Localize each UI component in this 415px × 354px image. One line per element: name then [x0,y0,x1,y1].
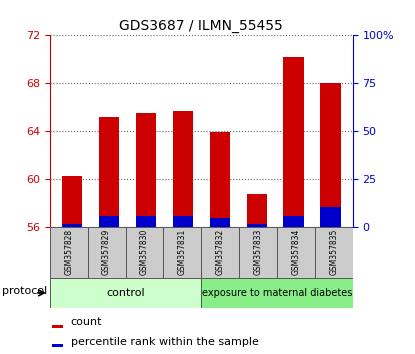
Bar [62,224,82,227]
FancyBboxPatch shape [164,227,201,278]
Text: GSM357834: GSM357834 [291,229,300,275]
Bar [210,132,230,227]
FancyBboxPatch shape [201,278,353,308]
Bar [210,218,230,227]
FancyBboxPatch shape [88,227,126,278]
Bar [99,117,119,227]
Bar [99,216,119,227]
Bar [136,216,156,227]
Text: GSM357829: GSM357829 [102,229,111,275]
Text: GSM357835: GSM357835 [330,229,338,275]
Bar [52,325,63,328]
Text: protocol: protocol [2,286,48,296]
Bar [320,207,341,227]
Text: GSM357828: GSM357828 [64,229,73,275]
Bar [173,216,193,227]
Bar [173,111,193,227]
FancyBboxPatch shape [239,227,277,278]
Text: GSM357833: GSM357833 [254,229,263,275]
Text: exposure to maternal diabetes: exposure to maternal diabetes [202,288,352,298]
Text: GSM357830: GSM357830 [140,229,149,275]
FancyBboxPatch shape [126,227,164,278]
FancyBboxPatch shape [315,227,353,278]
Text: control: control [106,288,145,298]
Bar [52,344,63,347]
Bar [320,83,341,227]
Bar [62,176,82,227]
Title: GDS3687 / ILMN_55455: GDS3687 / ILMN_55455 [120,19,283,33]
Bar [247,224,267,227]
Bar [283,216,304,227]
Text: GSM357831: GSM357831 [178,229,187,275]
FancyBboxPatch shape [277,227,315,278]
Bar [283,57,304,227]
FancyBboxPatch shape [50,227,88,278]
FancyBboxPatch shape [201,227,239,278]
Text: count: count [71,318,102,327]
Bar [247,194,267,227]
FancyBboxPatch shape [50,278,201,308]
Bar [136,113,156,227]
Text: percentile rank within the sample: percentile rank within the sample [71,337,259,347]
Text: GSM357832: GSM357832 [216,229,225,275]
